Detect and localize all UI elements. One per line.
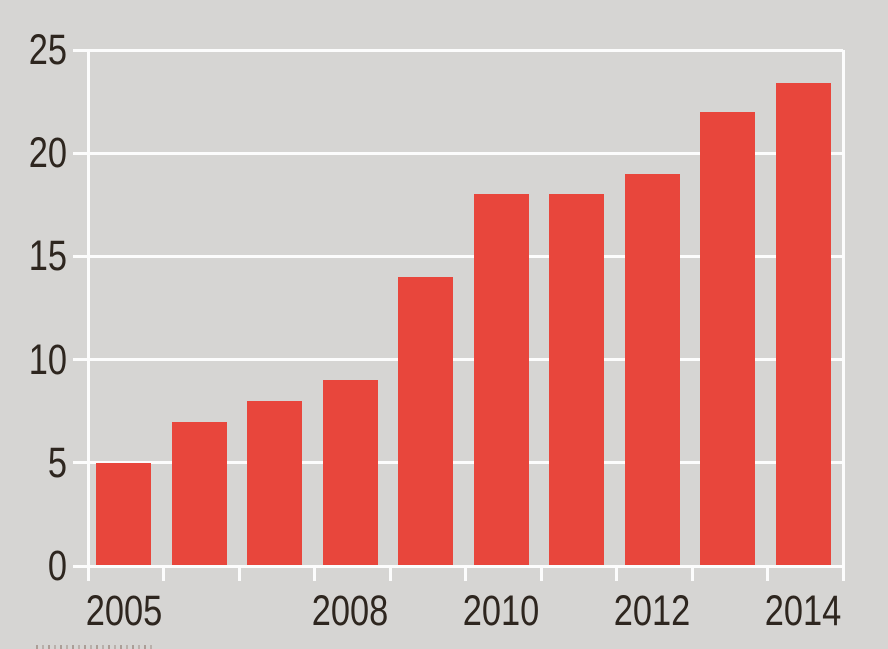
y-axis-label: 10 <box>28 335 67 384</box>
x-axis-tick <box>313 566 316 581</box>
gridline-y-20 <box>73 151 843 155</box>
gridline-y-10 <box>73 358 843 362</box>
y-axis-label: 20 <box>28 129 67 178</box>
x-axis-label: 2012 <box>613 587 691 635</box>
x-axis-tick <box>464 566 467 581</box>
bar-2006 <box>171 421 227 566</box>
x-axis-tick <box>539 566 543 581</box>
y-axis-label: 25 <box>28 26 67 74</box>
axis-line-left <box>86 50 90 581</box>
x-axis-tick <box>690 566 694 581</box>
bar-2011 <box>549 194 604 566</box>
gridline-y-5 <box>73 461 843 465</box>
x-axis-label: 2010 <box>462 587 540 635</box>
x-axis-label: 2008 <box>311 587 389 635</box>
x-axis-label: 2005 <box>85 587 162 635</box>
x-axis-tick <box>162 566 165 581</box>
y-axis-label: 0 <box>47 542 67 590</box>
bar-2014 <box>775 83 831 566</box>
bar-2007 <box>247 400 302 566</box>
cutoff-text-fragment <box>36 645 154 649</box>
y-axis-label: 15 <box>28 232 67 281</box>
y-axis-label: 5 <box>47 438 67 487</box>
bar-2013 <box>700 111 755 566</box>
x-axis-tick <box>615 566 618 581</box>
bar-2009 <box>398 277 453 566</box>
x-axis-tick <box>766 566 769 581</box>
bar-2012 <box>624 173 680 566</box>
gridline-y-15 <box>73 254 843 258</box>
x-axis-baseline <box>73 564 843 568</box>
x-axis-tick <box>388 566 392 581</box>
x-axis-tick <box>237 566 241 581</box>
x-axis-label: 2014 <box>764 587 842 635</box>
bar-2010 <box>473 194 529 566</box>
axis-line-right <box>841 50 845 581</box>
bar-2005 <box>96 462 151 566</box>
bar-2008 <box>322 380 378 566</box>
gridline-y-25 <box>73 48 843 52</box>
